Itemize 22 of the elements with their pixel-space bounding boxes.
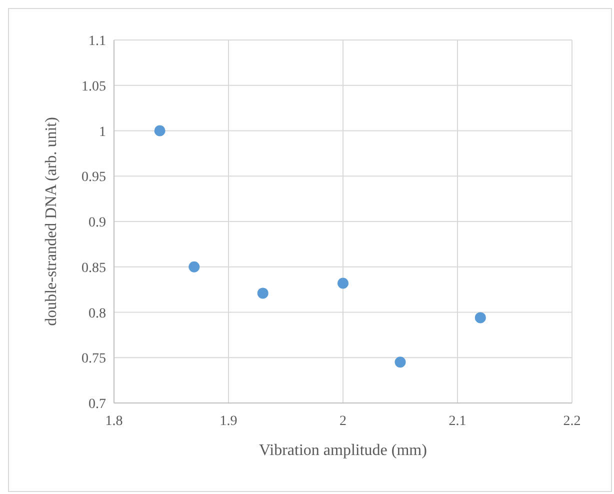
y-tick-label: 0.7 — [88, 397, 106, 412]
x-tick-label: 2.2 — [563, 414, 581, 429]
y-tick-label: 0.9 — [88, 216, 106, 230]
y-tick-label: 0.8 — [88, 306, 106, 322]
y-tick-label: 1.1 — [88, 34, 106, 49]
point — [257, 288, 268, 299]
y-tick-label: 0.95 — [82, 170, 106, 186]
x-tick-label: 1.8 — [105, 414, 123, 429]
y-tick-label: 0.75 — [82, 352, 106, 367]
point — [188, 261, 200, 272]
x-axis-title: Vibration amplitude (mm) — [259, 442, 427, 459]
y-axis-title: double-stranded DNA (arb. unit) — [43, 117, 60, 326]
x-tick-label: 2.1 — [448, 414, 466, 429]
point — [394, 356, 406, 368]
x-tick-label: 2 — [340, 414, 346, 429]
x-tick-label: 1.9 — [220, 414, 238, 429]
point — [154, 125, 166, 136]
point — [338, 278, 348, 289]
point — [474, 312, 486, 324]
y-tick-label: 0.85 — [82, 260, 106, 276]
y-tick-label: 1 — [99, 124, 106, 140]
y-tick-label: 1.05 — [82, 79, 106, 94]
